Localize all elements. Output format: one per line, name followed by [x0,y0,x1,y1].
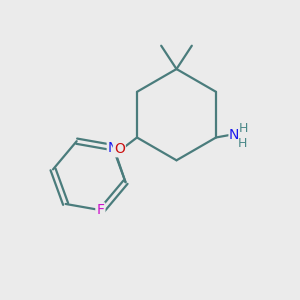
Text: H: H [239,122,248,135]
Text: N: N [108,141,118,154]
Text: O: O [114,142,125,156]
Text: H: H [238,137,247,150]
Text: N: N [229,128,239,142]
Text: F: F [96,203,104,217]
